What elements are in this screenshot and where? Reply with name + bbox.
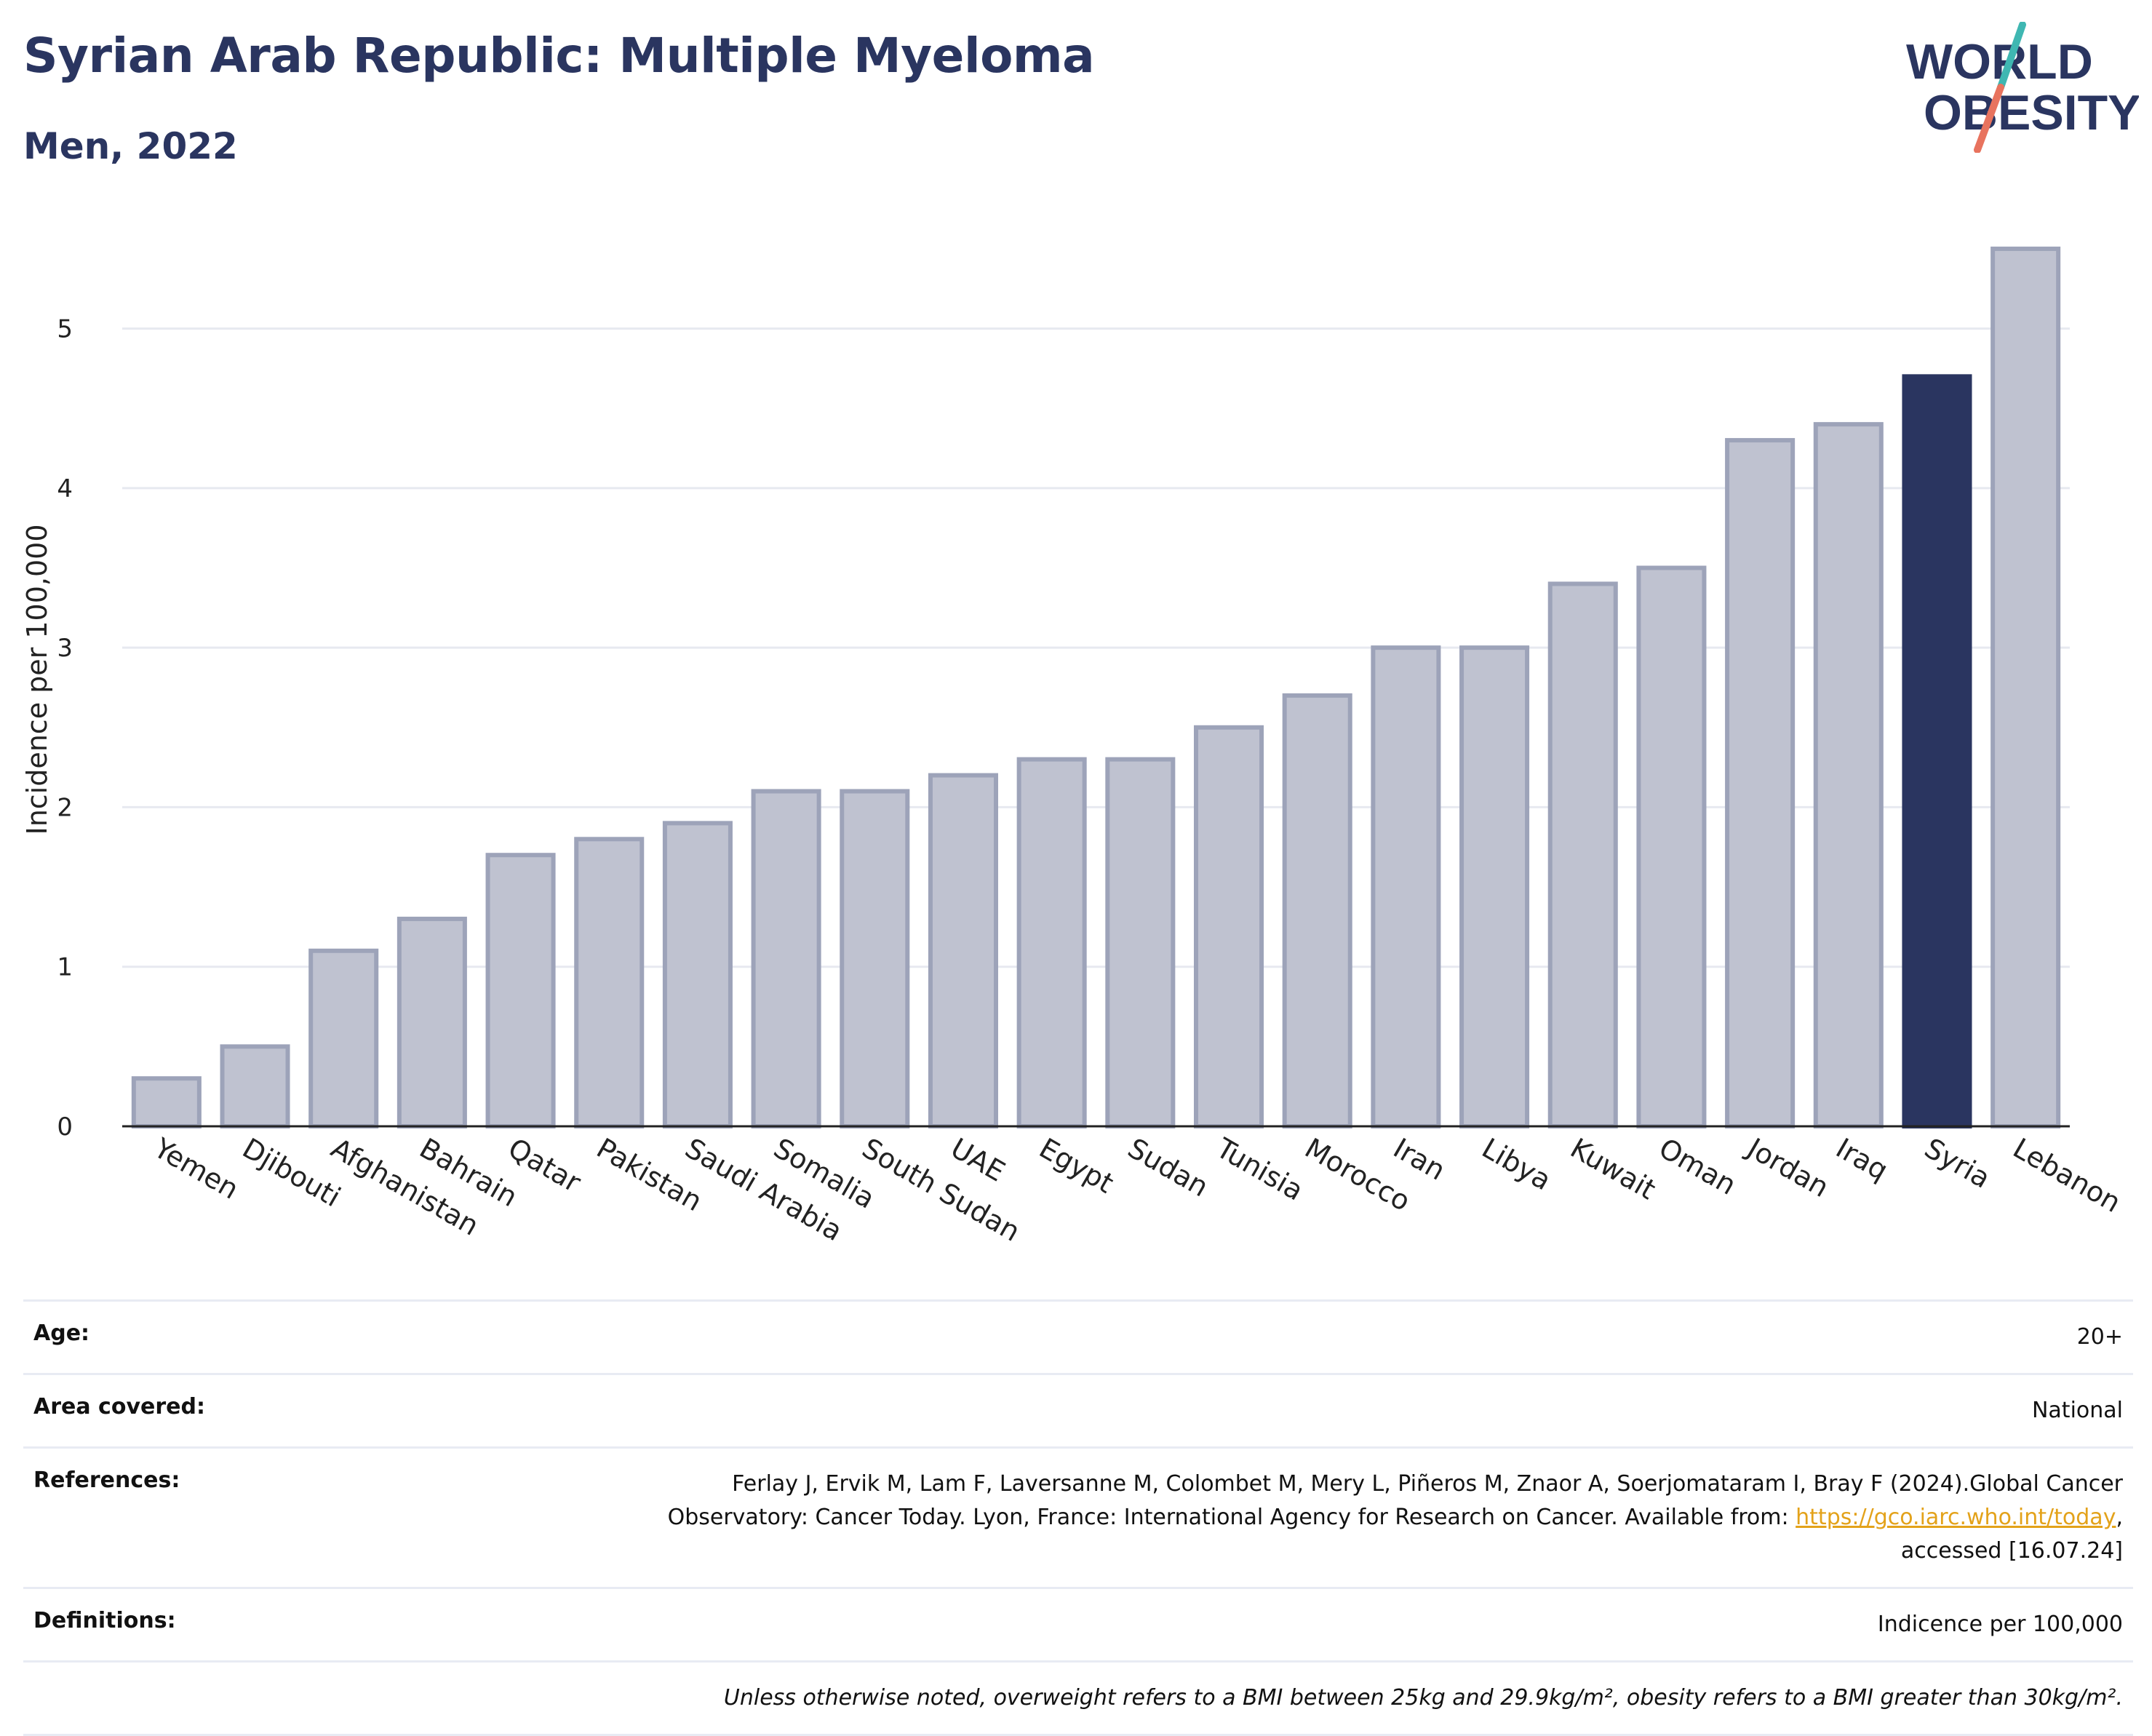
x-tick-label: Kuwait xyxy=(1565,1132,1661,1206)
meta-row-references: References: Ferlay J, Ervik M, Lam F, La… xyxy=(23,1446,2133,1587)
bar-sudan xyxy=(1105,757,1176,1129)
bar-libya xyxy=(1459,645,1530,1128)
y-tick-label: 2 xyxy=(57,793,73,822)
bar-oman xyxy=(1636,565,1707,1128)
bar-qatar xyxy=(485,853,556,1128)
references-line-3: accessed [16.07.24] xyxy=(1900,1538,2123,1564)
x-tick-label: Syria xyxy=(1919,1132,1996,1195)
x-tick-label: Libya xyxy=(1477,1132,1557,1197)
x-tick-label: Afghanistan xyxy=(326,1132,485,1242)
meta-row-note: Unless otherwise noted, overweight refer… xyxy=(23,1660,2133,1736)
logo-slash-top xyxy=(1997,22,2026,91)
bar-bahrain xyxy=(396,916,467,1129)
age-value: 20+ xyxy=(2076,1324,2123,1350)
bar-pakistan xyxy=(574,837,645,1128)
bar-morocco xyxy=(1282,693,1352,1128)
bar-south-sudan xyxy=(840,789,910,1128)
bar-kuwait xyxy=(1547,581,1618,1128)
metadata-table: Age: 20+ Area covered: National Referenc… xyxy=(23,1299,2133,1736)
bmi-note: Unless otherwise noted, overweight refer… xyxy=(723,1685,2123,1711)
meta-row-definitions: Definitions: Indicence per 100,000 xyxy=(23,1587,2133,1660)
references-line-2-comma: , xyxy=(2116,1505,2123,1530)
y-tick-label: 5 xyxy=(57,315,73,344)
logo-line-obesity: OBESITY xyxy=(1924,85,2139,140)
bar-jordan xyxy=(1725,438,1796,1129)
x-tick-label: Tunisia xyxy=(1211,1131,1309,1207)
bar-somalia xyxy=(751,789,821,1128)
bar-saudi-arabia xyxy=(662,821,733,1128)
y-tick-label: 3 xyxy=(57,634,73,663)
x-tick-label: Jordan xyxy=(1741,1131,1834,1204)
references-value: Ferlay J, Ervik M, Lam F, Laversanne M, … xyxy=(668,1468,2123,1568)
bar-syria xyxy=(1902,374,1972,1128)
bar-djibouti xyxy=(220,1044,290,1129)
references-label: References: xyxy=(33,1468,180,1493)
bar-lebanon xyxy=(1990,246,2061,1128)
x-tick-label: Sudan xyxy=(1123,1132,1214,1203)
area-label: Area covered: xyxy=(33,1394,205,1420)
bar-afghanistan xyxy=(308,948,379,1129)
definitions-value: Indicence per 100,000 xyxy=(1877,1612,2123,1637)
logo-slash-bottom xyxy=(1974,84,2004,153)
bar-egypt xyxy=(1016,757,1087,1129)
x-tick-label: South Sudan xyxy=(857,1132,1026,1248)
bar-iraq xyxy=(1813,422,1884,1128)
references-line-1: Ferlay J, Ervik M, Lam F, Laversanne M, … xyxy=(732,1471,2123,1497)
y-tick-label: 1 xyxy=(57,953,73,982)
x-tick-label: Lebanon xyxy=(2008,1132,2127,1219)
x-tick-label: Yemen xyxy=(148,1131,244,1206)
y-tick-label: 0 xyxy=(57,1112,73,1142)
bar-uae xyxy=(928,773,998,1128)
age-label: Age: xyxy=(33,1321,90,1346)
meta-row-area: Area covered: National xyxy=(23,1373,2133,1446)
meta-row-age: Age: 20+ xyxy=(23,1299,2133,1373)
references-line-2-text: Observatory: Cancer Today. Lyon, France:… xyxy=(667,1505,1796,1530)
definitions-label: Definitions: xyxy=(33,1608,176,1633)
bar-yemen xyxy=(131,1076,202,1128)
x-tick-label: Iraq xyxy=(1830,1132,1893,1187)
x-tick-label: Egypt xyxy=(1034,1132,1119,1200)
area-value: National xyxy=(2031,1398,2123,1423)
references-line-2: Observatory: Cancer Today. Lyon, France:… xyxy=(668,1501,2123,1534)
x-tick-label: Oman xyxy=(1654,1132,1742,1201)
references-link[interactable]: https://gco.iarc.who.int/today xyxy=(1796,1505,2116,1530)
bar-tunisia xyxy=(1194,725,1264,1128)
x-tick-label: Djibouti xyxy=(237,1132,346,1214)
world-obesity-logo: WORLD OBESITY xyxy=(1906,22,2139,153)
bar-chart: 0 1 2 3 4 5 Incidence per 100,000 YemenDjibouti… xyxy=(21,246,2127,1248)
y-axis-title: Incidence per 100,000 xyxy=(21,524,53,835)
bar-iran xyxy=(1371,645,1441,1128)
y-tick-label: 4 xyxy=(57,474,73,503)
chart-title: Syrian Arab Republic: Multiple Myeloma xyxy=(23,28,1095,84)
chart-subtitle: Men, 2022 xyxy=(23,125,238,167)
